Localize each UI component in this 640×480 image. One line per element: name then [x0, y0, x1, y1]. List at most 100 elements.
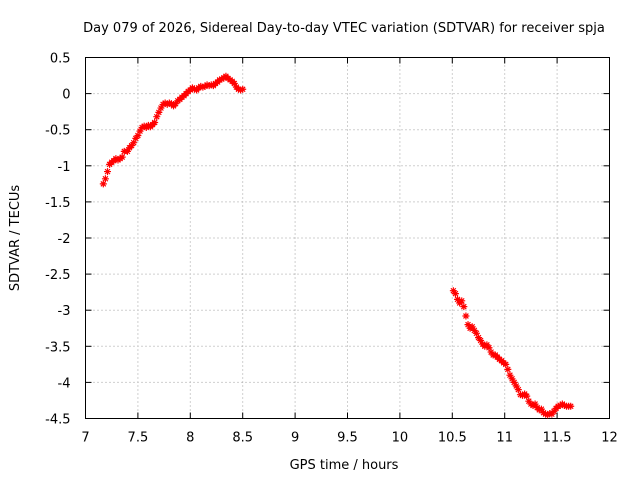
data-point [504, 365, 512, 373]
data-point-marker [203, 81, 211, 89]
data-point-marker [477, 337, 485, 345]
data-point-marker [237, 86, 245, 94]
data-point-marker [157, 104, 165, 112]
data-point [165, 99, 173, 107]
x-tick-label: 11 [496, 431, 513, 446]
data-point [157, 104, 165, 112]
data-point-marker [550, 407, 558, 415]
data-point-marker [502, 360, 510, 368]
data-point [237, 86, 245, 94]
y-tick-label: -4.5 [45, 413, 70, 428]
data-point [172, 100, 180, 108]
x-tick-label: 12 [601, 431, 618, 446]
data-point-marker [123, 147, 131, 155]
y-tick-label: -1 [58, 160, 71, 175]
data-point [542, 410, 550, 418]
data-point [454, 295, 462, 303]
data-point [483, 341, 491, 349]
x-tick-label: 7 [81, 431, 89, 446]
data-point [230, 79, 238, 87]
x-tick-label: 11.5 [543, 431, 572, 446]
grid-lines [85, 57, 610, 419]
data-point [134, 131, 142, 139]
data-point-marker [504, 365, 512, 373]
data-point-marker [216, 76, 224, 84]
data-point-marker [487, 348, 495, 356]
data-point-marker [475, 334, 482, 342]
data-point-marker [454, 295, 462, 303]
data-point-marker [199, 83, 207, 91]
y-tick-label: -0.5 [45, 124, 70, 139]
data-point [531, 400, 539, 408]
data-point-marker [537, 405, 545, 413]
data-point-marker [132, 134, 140, 142]
data-point-marker [197, 82, 205, 90]
data-point [554, 402, 562, 410]
data-point-marker [470, 326, 478, 334]
x-tick-label: 7.5 [128, 431, 149, 446]
data-point-marker [235, 85, 243, 93]
data-point [99, 180, 107, 188]
data-point-marker [546, 409, 554, 417]
x-tick-label: 10 [392, 431, 409, 446]
y-tick-label: -3 [58, 304, 71, 319]
data-point-marker [101, 175, 109, 183]
data-point-marker [165, 99, 173, 107]
data-point [535, 406, 543, 414]
data-point [130, 139, 138, 147]
data-point [136, 127, 144, 135]
data-point [567, 402, 575, 410]
data-point [458, 297, 466, 305]
data-point-marker [567, 402, 575, 410]
y-tick-label: -1.5 [45, 196, 70, 211]
data-point [468, 323, 476, 331]
data-point [523, 392, 531, 400]
data-point [506, 371, 514, 379]
x-tick-label: 10.5 [438, 431, 467, 446]
data-point [475, 334, 482, 342]
data-point-marker [451, 290, 459, 298]
data-point-marker [483, 341, 491, 349]
data-point-marker [462, 312, 470, 320]
data-point [239, 85, 247, 93]
y-tick-label: -2.5 [45, 268, 70, 283]
data-point-marker [531, 400, 539, 408]
data-point-marker [535, 406, 543, 414]
data-point-marker [460, 303, 468, 311]
data-point-marker [468, 323, 476, 331]
data-point-marker [472, 329, 480, 337]
data-point [155, 108, 163, 116]
data-point-marker [207, 81, 215, 89]
data-point [472, 329, 480, 337]
data-point [153, 113, 161, 121]
data-point [508, 375, 516, 383]
plot-area-border [85, 57, 610, 419]
data-point [190, 85, 198, 93]
data-point-marker [104, 168, 112, 176]
y-tick-label: 0.5 [50, 52, 71, 67]
data-point-marker [458, 297, 466, 305]
data-point-marker [485, 344, 493, 352]
data-point [510, 378, 518, 386]
x-axis-label: GPS time / hours [290, 458, 399, 473]
data-point-marker [525, 397, 533, 405]
data-point [470, 326, 478, 334]
y-axis-label: SDTVAR / TECUs [8, 185, 23, 292]
data-point-marker [136, 127, 144, 135]
data-point [462, 312, 470, 320]
data-point [548, 410, 556, 418]
data-point-marker [151, 118, 159, 126]
data-point [560, 402, 568, 410]
x-axis-tick-labels: 7 7.5 8 8.5 9 9.5 10 10.5 11 11.5 12 [81, 431, 617, 446]
data-point [514, 386, 522, 394]
data-point [464, 321, 472, 329]
data-point [477, 337, 485, 345]
data-point-marker [449, 287, 457, 295]
data-point [449, 287, 457, 295]
chart-title: Day 079 of 2026, Sidereal Day-to-day VTE… [83, 21, 605, 36]
data-point [537, 405, 545, 413]
data-point [512, 382, 520, 390]
data-point-marker [230, 79, 238, 87]
data-point-marker [464, 321, 472, 329]
